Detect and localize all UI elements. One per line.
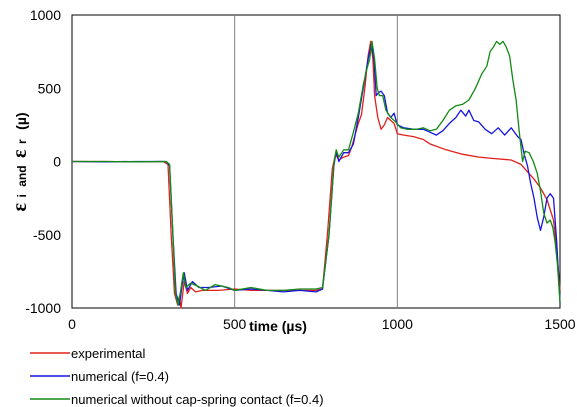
legend-item-numerical: numerical (f=0.4)	[30, 369, 169, 384]
x-tick-label-500: 500	[223, 316, 247, 332]
y-label-sub-2: r	[15, 139, 29, 144]
y-label-epsilon-2: ε	[9, 149, 31, 158]
y-tick-label--500: -500	[33, 227, 61, 243]
y-tick-label--1000: -1000	[25, 300, 61, 316]
x-tick-label-0: 0	[68, 316, 76, 332]
legend-label-numerical-no-contact: numerical without cap-spring contact (f=…	[71, 392, 324, 407]
series-line-1	[71, 43, 561, 306]
legend-label-experimental: experimental	[71, 346, 146, 361]
legend-item-numerical-no-contact: numerical without cap-spring contact (f=…	[30, 392, 324, 407]
x-tick-label-1500: 1500	[544, 316, 575, 332]
grid-lines	[234, 15, 398, 308]
y-tick-label-500: 500	[38, 80, 62, 96]
legend: experimental numerical (f=0.4) numerical…	[30, 346, 324, 407]
y-tick-labels: -1000 -500 0 500 1000	[25, 7, 61, 316]
x-tick-labels: 0 500 1000 1500	[68, 316, 576, 332]
y-tick-label-0: 0	[53, 154, 61, 170]
legend-label-numerical: numerical (f=0.4)	[71, 369, 169, 384]
y-tick-label-1000: 1000	[30, 7, 61, 23]
y-label-unit: (µ)	[13, 112, 29, 129]
y-label-conj: and	[15, 165, 29, 186]
legend-item-experimental: experimental	[30, 346, 146, 361]
y-label-epsilon-1: ε	[9, 203, 31, 212]
x-tick-label-1000: 1000	[382, 316, 413, 332]
y-axis-label: ε i and ε r (µ)	[9, 112, 31, 211]
series-line-2	[72, 40, 561, 306]
x-axis-label: time (µs)	[249, 318, 307, 334]
series-line-0	[72, 40, 561, 309]
y-label-sub-1: i	[15, 194, 29, 197]
series-layer	[71, 40, 561, 309]
